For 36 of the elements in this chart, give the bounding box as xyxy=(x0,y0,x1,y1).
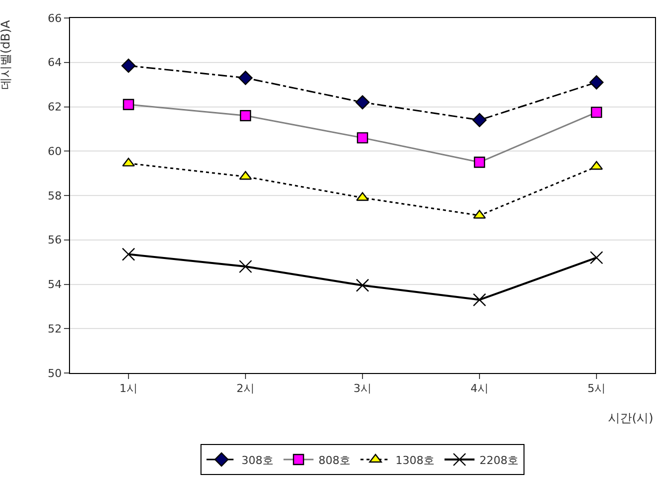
y-axis-title: 데시벨(dB)A xyxy=(0,19,13,90)
y-tick-label: 50 xyxy=(48,366,62,380)
x-axis-title: 시간(시) xyxy=(608,411,654,425)
point xyxy=(240,110,252,122)
y-tick-label: 58 xyxy=(48,189,62,202)
point xyxy=(238,70,253,86)
legend-label: 2208호 xyxy=(480,454,518,467)
x-tick-label: 2시 xyxy=(236,382,254,396)
y-tick-label: 62 xyxy=(48,100,62,114)
x-tick-label: 3시 xyxy=(354,382,372,396)
point xyxy=(474,156,486,168)
x-tick-label: 4시 xyxy=(470,382,488,396)
y-tick-label: 64 xyxy=(48,56,62,70)
point xyxy=(589,75,604,90)
point xyxy=(238,260,252,274)
legend-label: 308호 xyxy=(242,454,274,467)
x-tick-label: 1시 xyxy=(120,382,138,396)
point xyxy=(355,95,370,110)
point xyxy=(472,112,487,128)
legend-label: 1308호 xyxy=(396,454,434,467)
point xyxy=(356,132,368,144)
point xyxy=(356,278,370,292)
y-tick-label: 66 xyxy=(48,12,62,25)
y-tick-label: 56 xyxy=(48,234,62,247)
point xyxy=(590,251,604,264)
point xyxy=(122,98,134,110)
y-tick-label: 60 xyxy=(48,144,62,158)
legend-label: 808호 xyxy=(318,454,350,467)
point xyxy=(122,248,136,261)
y-tick-label: 52 xyxy=(48,322,62,336)
y-tick-label: 54 xyxy=(48,278,62,292)
x-tick-label: 5시 xyxy=(588,382,606,396)
point xyxy=(121,58,136,73)
point xyxy=(472,293,486,306)
point xyxy=(590,106,602,118)
point xyxy=(473,210,486,219)
